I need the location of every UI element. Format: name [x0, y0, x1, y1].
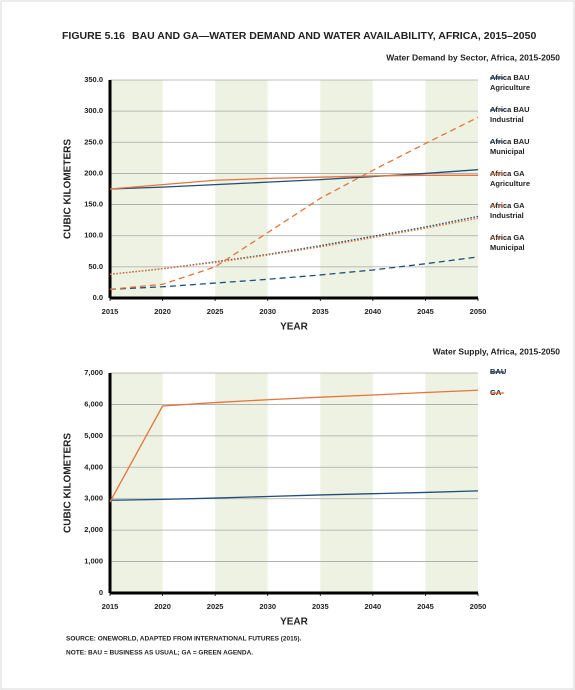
background-band	[215, 80, 268, 298]
data-line	[109, 116, 479, 290]
legend-swatch	[490, 392, 504, 394]
source-note: SOURCE: ONEWORLD, ADAPTED FROM INTERNATI…	[66, 636, 302, 643]
y-axis-label: CUBIC KILOMETERS	[63, 433, 74, 533]
y-tick-label: 6,000	[84, 399, 103, 408]
y-tick-label: 250.0	[84, 137, 103, 146]
x-tick-label: 2015	[102, 307, 119, 316]
x-tick-label: 2035	[312, 307, 329, 316]
x-tick-label: 2020	[154, 602, 171, 611]
background-band	[320, 80, 373, 298]
x-tick-label: 2040	[365, 307, 382, 316]
x-tick-label: 2030	[259, 602, 276, 611]
legend-swatch	[490, 141, 504, 143]
legend-label: Africa BAU Industrial	[490, 105, 530, 124]
x-tick-label: 2045	[417, 602, 434, 611]
legend-item: Africa BAU Municipal	[490, 137, 542, 157]
x-tick-label: 2050	[470, 307, 487, 316]
abbreviation-note: NOTE: BAU = BUSINESS AS USUAL; GA = GREE…	[66, 650, 253, 657]
legend-item: BAU	[490, 367, 542, 377]
y-tick-label: 300.0	[84, 106, 103, 115]
x-tick-label: 2030	[259, 307, 276, 316]
background-band	[425, 373, 478, 593]
x-tick-label: 2050	[470, 602, 487, 611]
x-tick-label: 2025	[207, 307, 224, 316]
y-tick-label: 350.0	[84, 75, 103, 84]
background-band	[110, 373, 163, 593]
legend-swatch	[490, 205, 504, 207]
y-tick-label: 5,000	[84, 431, 103, 440]
y-tick-label: 7,000	[84, 368, 103, 377]
y-axis-label: CUBIC KILOMETERS	[63, 139, 74, 239]
x-axis-label: YEAR	[280, 617, 309, 628]
y-tick-label: 150.0	[84, 200, 103, 209]
data-line	[109, 169, 479, 190]
y-tick-label: 50.0	[88, 262, 103, 271]
figure-title: BAU AND GA—WATER DEMAND AND WATER AVAILA…	[132, 30, 536, 42]
legend-item: Africa GA Municipal	[490, 233, 542, 253]
legend-label: Africa GA Agriculture	[490, 169, 531, 188]
x-tick-label: 2015	[102, 602, 119, 611]
x-tick-label: 2045	[417, 307, 434, 316]
legend-swatch	[490, 173, 504, 175]
y-tick-label: 1,000	[84, 557, 103, 566]
data-line	[109, 490, 479, 501]
legend-label: Africa GA Municipal	[490, 233, 525, 252]
legend-item: Africa GA Industrial	[490, 201, 542, 221]
x-tick-label: 2020	[154, 307, 171, 316]
y-tick-label: 0	[99, 588, 103, 597]
background-band	[425, 80, 478, 298]
legend-swatch	[490, 237, 504, 239]
y-tick-label: 200.0	[84, 168, 103, 177]
data-line	[109, 174, 478, 190]
chart-title: Water Supply, Africa, 2015-2050	[433, 346, 561, 356]
background-band	[320, 373, 373, 593]
chart-title: Water Demand by Sector, Africa, 2015-205…	[386, 52, 560, 62]
x-tick-label: 2040	[365, 602, 382, 611]
legend-swatch	[490, 371, 504, 373]
legend-label: Africa GA Industrial	[490, 201, 525, 220]
data-line	[109, 389, 479, 503]
x-axis-label: YEAR	[280, 322, 309, 333]
legend-item: Africa BAU Industrial	[490, 105, 542, 125]
y-tick-label: 2,000	[84, 525, 103, 534]
y-tick-label: 100.0	[84, 231, 103, 240]
legend-swatch	[490, 109, 504, 111]
y-tick-label: 4,000	[84, 462, 103, 471]
data-line	[109, 215, 479, 275]
x-tick-label: 2025	[207, 602, 224, 611]
data-line	[109, 256, 479, 290]
data-line	[109, 217, 479, 275]
y-tick-label: 3,000	[84, 494, 103, 503]
legend-item: Africa GA Agriculture	[490, 169, 542, 189]
figure-label: FIGURE 5.16	[62, 30, 125, 42]
x-tick-label: 2035	[312, 602, 329, 611]
y-tick-label: 0.0	[93, 293, 103, 302]
legend-label: Africa BAU Agriculture	[490, 73, 531, 92]
legend-item: Africa BAU Agriculture	[490, 73, 542, 93]
legend-item: GA	[490, 388, 542, 398]
legend-swatch	[490, 77, 504, 79]
background-band	[215, 373, 268, 593]
legend-label: Africa BAU Municipal	[490, 137, 530, 156]
